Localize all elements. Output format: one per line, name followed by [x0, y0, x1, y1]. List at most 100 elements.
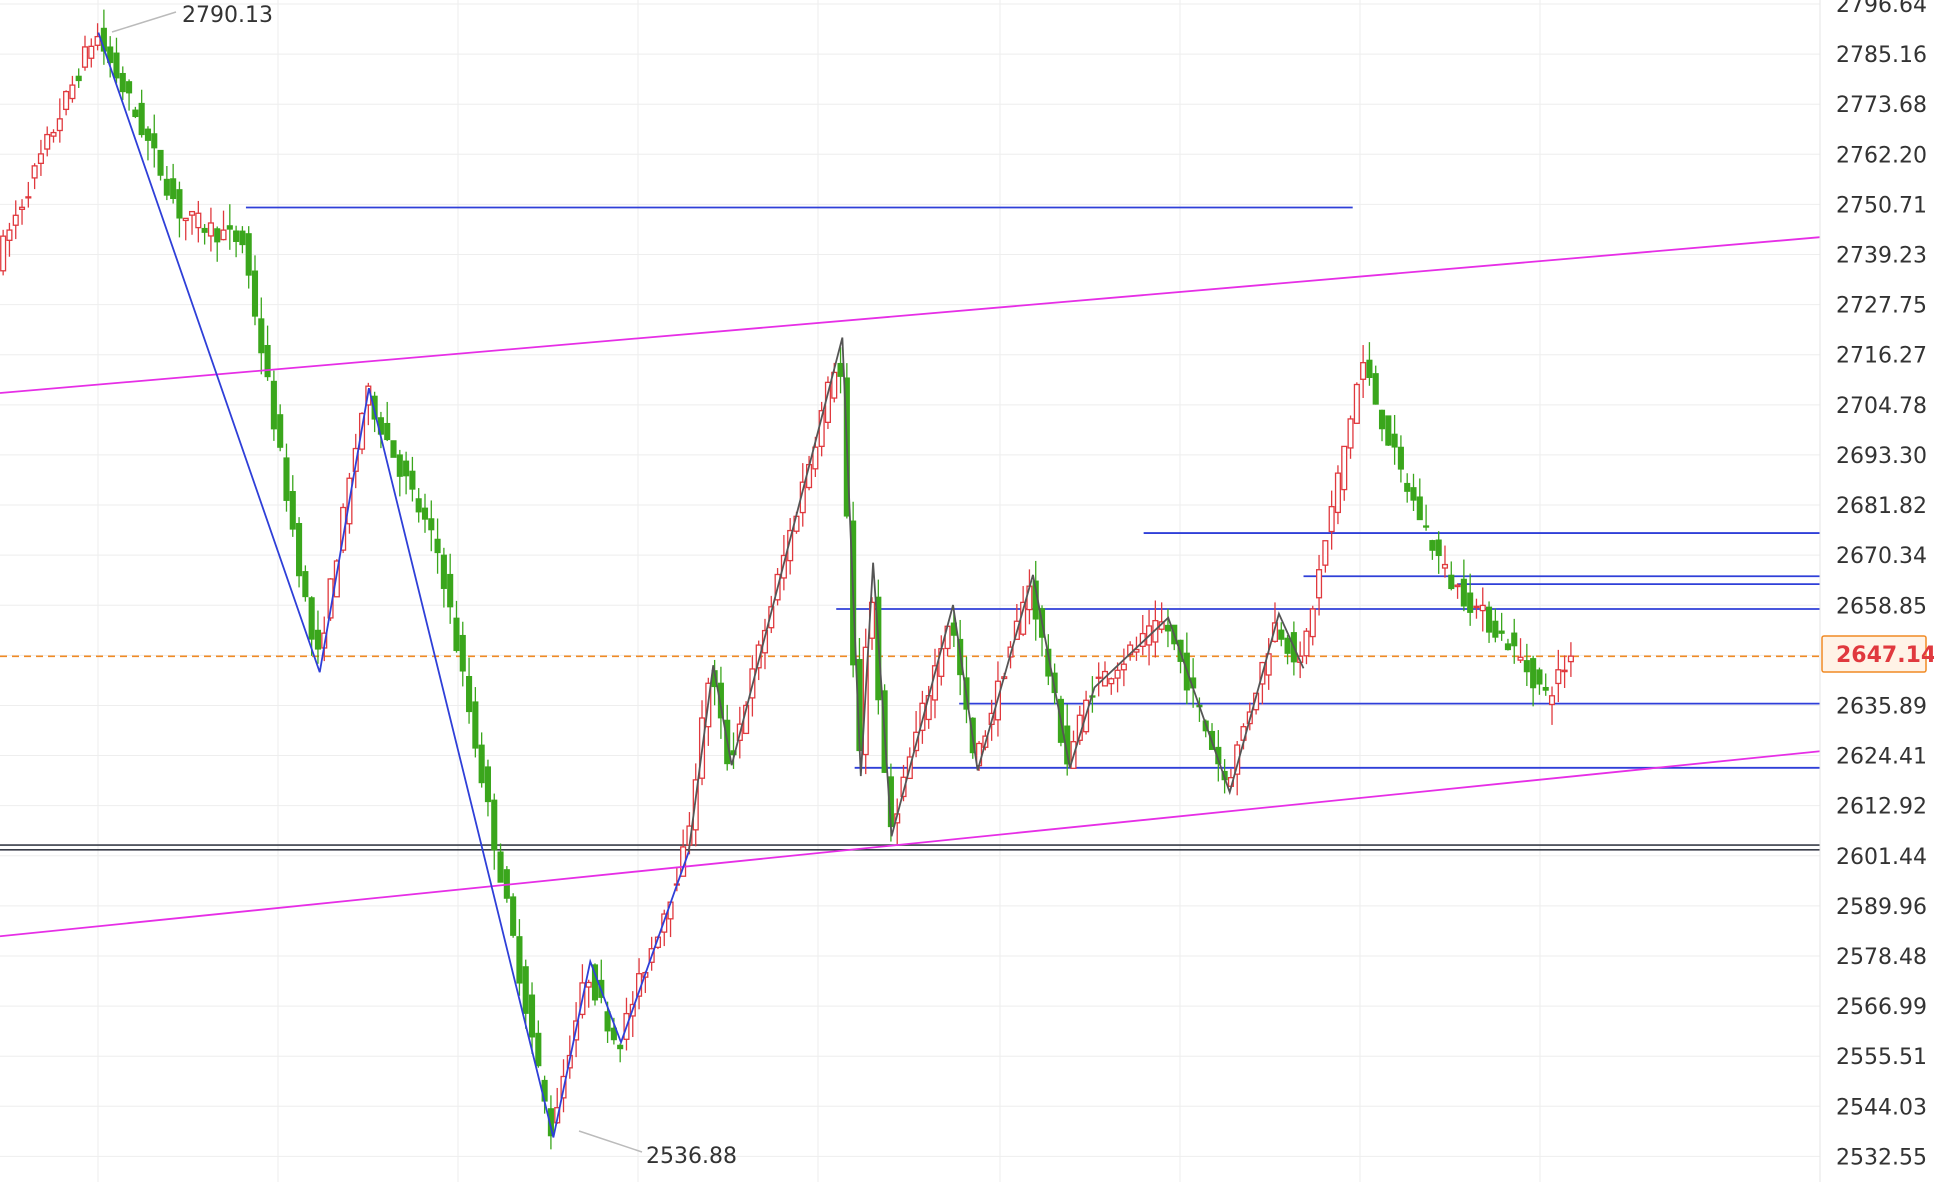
candle [466, 657, 473, 724]
candle [1473, 598, 1480, 619]
candle [251, 255, 259, 326]
candle [283, 443, 290, 512]
candle [497, 843, 504, 883]
candle [478, 732, 485, 788]
candle [1114, 662, 1121, 693]
candle [1555, 649, 1562, 703]
candle [245, 226, 252, 289]
price-tick-label: 2750.71 [1836, 193, 1927, 218]
candle [396, 449, 403, 497]
candle [226, 204, 233, 250]
candle [453, 600, 460, 653]
candle [1498, 612, 1505, 641]
price-tick-label: 2635.89 [1836, 694, 1927, 719]
candle [1278, 622, 1285, 647]
candle [1454, 583, 1461, 599]
candle [1492, 608, 1499, 643]
candle [1309, 605, 1316, 646]
trend-drawings [0, 32, 1821, 1138]
candle [1316, 554, 1323, 616]
candle [12, 200, 19, 240]
price-tick-label: 2693.30 [1836, 444, 1927, 469]
candle [1347, 415, 1354, 459]
price-tick-label: 2566.99 [1836, 995, 1927, 1020]
candle [1479, 587, 1486, 632]
candle [1397, 435, 1404, 483]
candle [1416, 478, 1423, 521]
candle [126, 79, 133, 111]
candle [510, 893, 517, 938]
candle [1548, 686, 1556, 725]
candle [94, 23, 101, 51]
candle [1448, 561, 1455, 591]
candle [18, 199, 26, 225]
candle [233, 225, 240, 258]
candle [1435, 531, 1442, 574]
candle [459, 621, 466, 687]
candle [170, 163, 177, 204]
candle [516, 919, 523, 996]
candle [1334, 465, 1341, 525]
candle [1504, 638, 1511, 651]
candle [1561, 655, 1568, 688]
candle [1164, 608, 1171, 648]
candle [1530, 655, 1537, 707]
candle [63, 90, 70, 116]
candle [1385, 415, 1392, 446]
high-annotation-leader [111, 11, 177, 33]
candle [258, 297, 265, 375]
candle [1360, 345, 1367, 398]
candle [214, 226, 221, 262]
channel-lower-line [0, 750, 1821, 938]
candle [207, 207, 214, 252]
channel-upper-line [0, 236, 1821, 394]
candle [1429, 539, 1436, 560]
candle [447, 553, 454, 624]
candle [6, 222, 13, 257]
candle [761, 618, 769, 670]
candle [340, 503, 347, 554]
price-tick-label: 2532.55 [1836, 1145, 1927, 1170]
candle [50, 129, 57, 143]
candle [1486, 601, 1493, 643]
high-annotation-label: 2790.13 [182, 3, 273, 28]
candle [547, 1095, 554, 1150]
candle [1353, 382, 1360, 424]
price-tick-label: 2681.82 [1836, 494, 1927, 519]
candle [151, 114, 158, 168]
candle [1523, 643, 1530, 687]
price-axis[interactable]: 2796.64 2785.16 2773.68 2762.20 2750.71 2739.… [1836, 0, 1927, 1170]
candle [88, 38, 95, 68]
candle [113, 37, 120, 84]
candle [37, 139, 44, 176]
candle [1341, 445, 1348, 501]
candle [1511, 618, 1518, 664]
candle [1410, 473, 1417, 512]
candle [56, 98, 63, 143]
candle [528, 982, 536, 1054]
low-annotation-leader [578, 1130, 643, 1153]
candle [1108, 677, 1115, 695]
candle [289, 475, 296, 537]
candle [176, 181, 183, 238]
candle [314, 610, 322, 664]
price-tick-label: 2762.20 [1836, 143, 1927, 168]
price-tick-label: 2727.75 [1836, 294, 1927, 319]
candle [535, 1020, 542, 1068]
candle [428, 500, 435, 552]
candle [1303, 628, 1310, 665]
candle [440, 547, 447, 608]
candle [302, 565, 309, 602]
candle [1120, 648, 1127, 687]
candle [491, 793, 498, 870]
candle [308, 596, 315, 656]
candle [617, 1043, 624, 1063]
price-tick-label: 2624.41 [1836, 745, 1927, 770]
candle [1423, 504, 1430, 531]
price-tick-label: 2544.03 [1836, 1095, 1927, 1120]
candle [81, 35, 89, 71]
candle [900, 764, 907, 802]
zigzag-blue [97, 32, 690, 1138]
candle [1460, 559, 1467, 612]
